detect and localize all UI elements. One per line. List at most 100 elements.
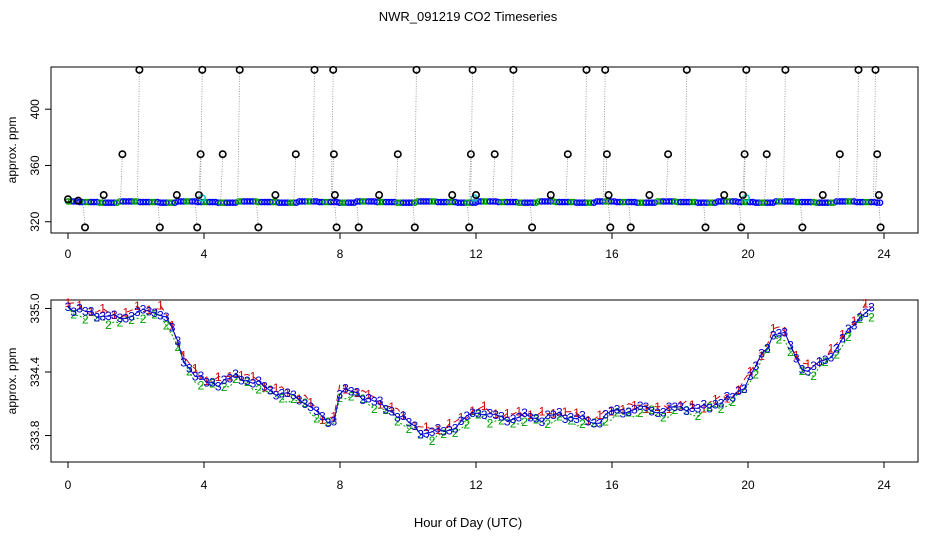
bottom-series-marker-3: 3 (146, 304, 153, 318)
bottom-series-marker-1: 1 (296, 392, 303, 406)
bottom-series-marker-1: 1 (261, 380, 268, 394)
bottom-series-marker-1: 1 (342, 383, 349, 397)
top-data-point (218, 150, 227, 159)
bottom-series-marker-3: 3 (510, 412, 517, 426)
bottom-series-marker-2: 2 (232, 372, 239, 386)
bottom-series-marker-2: 2 (648, 403, 655, 417)
top-data-point (155, 223, 164, 232)
bottom-series-marker-1: 1 (515, 404, 522, 418)
top-connector-line (738, 202, 742, 228)
bottom-series-marker-1: 1 (539, 405, 546, 419)
bottom-series-marker-1: 1 (99, 301, 106, 315)
bottom-series-marker-2: 2 (833, 348, 840, 362)
bottom-series-marker-3: 3 (383, 403, 390, 417)
top-data-point (876, 223, 885, 232)
bottom-series-marker-2: 2 (706, 400, 713, 414)
bottom-series-marker-3: 3 (620, 406, 627, 420)
top-data-point (818, 191, 827, 200)
bottom-series-marker-3: 3 (787, 338, 794, 352)
top-connector-line (293, 154, 297, 203)
top-connector-line (764, 154, 768, 203)
top-data-point (196, 150, 205, 159)
bottom-series-marker-3: 3 (544, 408, 551, 422)
bottom-series-marker-2: 2 (70, 308, 77, 322)
bottom-series-marker-3: 3 (706, 401, 713, 415)
bottom-series-marker-3: 3 (625, 405, 632, 419)
bottom-series-marker-1: 1 (377, 398, 384, 412)
top-connector-line (237, 69, 241, 203)
bottom-series-marker-1: 1 (585, 414, 592, 428)
bottom-series-marker-3: 3 (463, 409, 470, 423)
bottom-y-tick-label: 333.8 (28, 420, 42, 450)
bottom-series-marker-2: 2 (186, 365, 193, 379)
bottom-series-marker-3: 3 (406, 416, 413, 430)
bottom-x-tick-label: 0 (65, 478, 72, 492)
bottom-series-marker-2: 2 (359, 392, 366, 406)
top-connector-line (628, 202, 632, 228)
bottom-series-marker-3: 3 (174, 334, 181, 348)
bottom-series-marker-3: 3 (429, 425, 436, 439)
top-panel: approx. ppm 0 4 8 12 16 20 24 320 360 400 (5, 65, 919, 261)
top-connector-line (312, 69, 315, 203)
bottom-series-marker-1: 1 (689, 398, 696, 412)
bottom-series-marker-3: 3 (417, 428, 424, 442)
top-x-tick-label: 8 (337, 247, 344, 261)
top-connector-line (414, 69, 417, 203)
top-data-point (737, 223, 746, 232)
top-x-tick-label: 4 (201, 247, 208, 261)
bottom-series-marker-2: 2 (325, 415, 332, 429)
bottom-series-marker-1: 1 (146, 303, 153, 317)
bottom-series-marker-2: 2 (533, 412, 540, 426)
bottom-series-marker-3: 3 (851, 318, 858, 332)
bottom-series-marker-2: 2 (498, 413, 505, 427)
top-data-point (393, 150, 402, 159)
bottom-x-tick-label: 24 (877, 478, 891, 492)
bottom-series-marker-3: 3 (411, 419, 418, 433)
bottom-series-marker-3: 3 (331, 414, 338, 428)
bottom-series-marker-3: 3 (226, 371, 233, 385)
top-connector-line (837, 154, 841, 203)
top-connector-line (584, 69, 587, 203)
bottom-series-marker-3: 3 (828, 351, 835, 365)
bottom-series-marker-3: 3 (279, 386, 286, 400)
bottom-series-marker-2: 2 (660, 411, 667, 425)
top-y-tick-label: 360 (28, 155, 42, 175)
bottom-series-marker-2: 2 (487, 416, 494, 430)
bottom-series-marker-3: 3 (365, 391, 372, 405)
bottom-series-marker-3: 3 (452, 421, 459, 435)
top-data-point (412, 65, 421, 74)
top-y-tick-label: 320 (28, 211, 42, 231)
bottom-series-marker-3: 3 (683, 404, 690, 418)
bottom-series-marker-2: 2 (475, 407, 482, 421)
bottom-series-marker-3: 3 (498, 409, 505, 423)
bottom-series-marker-3: 3 (105, 309, 112, 323)
bottom-series-marker-1: 1 (758, 349, 765, 363)
bottom-series-marker-3: 3 (724, 390, 731, 404)
top-data-point (781, 65, 790, 74)
bottom-series-marker-1: 1 (862, 296, 869, 310)
top-baseline-point (873, 199, 881, 206)
bottom-series-marker-3: 3 (117, 311, 124, 325)
bottom-series-marker-3: 3 (481, 408, 488, 422)
bottom-series-marker-3: 3 (839, 332, 846, 346)
top-connector-line (330, 69, 334, 203)
bottom-series-marker-2: 2 (302, 396, 309, 410)
bottom-series-marker-1: 1 (620, 402, 627, 416)
bottom-series-marker-3: 3 (539, 415, 546, 429)
bottom-series-marker-3: 3 (579, 409, 586, 423)
top-data-point (330, 191, 339, 200)
top-connector-line (492, 154, 496, 203)
top-connector-line (82, 202, 86, 228)
bottom-series-marker-1: 1 (238, 369, 245, 383)
bottom-series-marker-2: 2 (602, 414, 609, 428)
bottom-series-marker-3: 3 (550, 408, 557, 422)
top-data-point (329, 65, 338, 74)
bottom-series-marker-3: 3 (377, 394, 384, 408)
bottom-series-marker-3: 3 (70, 305, 77, 319)
bottom-series-marker-3: 3 (591, 416, 598, 430)
top-data-point (329, 150, 338, 159)
top-connector-line (602, 69, 606, 203)
bottom-series-marker-3: 3 (718, 397, 725, 411)
bottom-series-marker-3: 3 (666, 400, 673, 414)
